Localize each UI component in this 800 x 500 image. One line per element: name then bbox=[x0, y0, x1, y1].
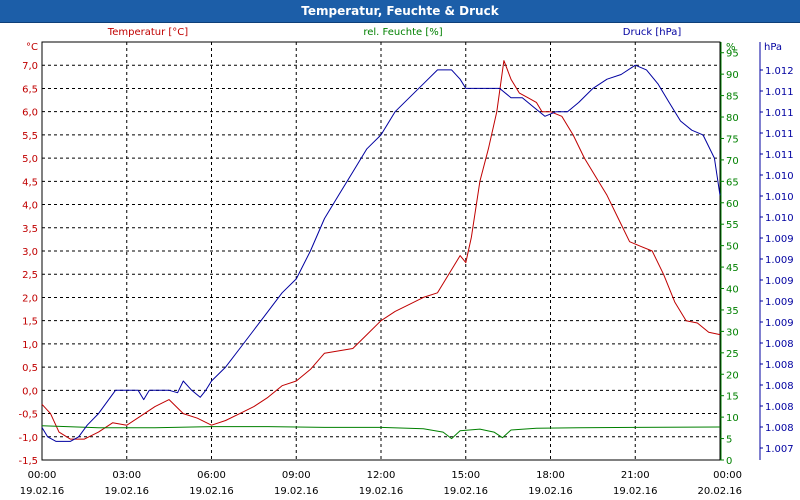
temperature-tick-label: 2,5 bbox=[22, 270, 38, 281]
x-tick-date: 19.02.16 bbox=[20, 486, 65, 497]
pressure-tick-label: 1.009 bbox=[765, 297, 794, 308]
temperature-tick-label: 0,0 bbox=[22, 386, 38, 397]
x-tick-date: 19.02.16 bbox=[359, 486, 404, 497]
humidity-tick-label: 35 bbox=[726, 306, 739, 317]
pressure-tick-label: 1.011 bbox=[765, 87, 794, 98]
humidity-tick-label: 5 bbox=[726, 435, 732, 446]
humidity-tick-label: 70 bbox=[726, 156, 739, 167]
temperature-unit-label: °C bbox=[26, 42, 38, 53]
pressure-tick-label: 1.007 bbox=[765, 444, 794, 455]
temperature-tick-label: 2,0 bbox=[22, 293, 38, 304]
x-tick-time: 15:00 bbox=[451, 470, 480, 481]
humidity-tick-label: 75 bbox=[726, 134, 739, 145]
pressure-tick-label: 1.009 bbox=[765, 234, 794, 245]
humidity-tick-label: 55 bbox=[726, 220, 739, 231]
x-tick-date: 19.02.16 bbox=[613, 486, 658, 497]
humidity-tick-label: 30 bbox=[726, 327, 739, 338]
pressure-tick-label: 1.009 bbox=[765, 318, 794, 329]
humidity-tick-label: 10 bbox=[726, 413, 739, 424]
humidity-tick-label: 45 bbox=[726, 263, 739, 274]
temperature-tick-label: 5,0 bbox=[22, 154, 38, 165]
humidity-tick-label: 20 bbox=[726, 370, 739, 381]
x-tick-time: 09:00 bbox=[282, 470, 311, 481]
pressure-tick-label: 1.009 bbox=[765, 276, 794, 287]
pressure-tick-label: 1.011 bbox=[765, 150, 794, 161]
pressure-tick-label: 1.008 bbox=[765, 402, 794, 413]
pressure-tick-label: 1.010 bbox=[765, 192, 794, 203]
temperature-tick-label: -0,5 bbox=[18, 410, 38, 421]
pressure-tick-label: 1.011 bbox=[765, 108, 794, 119]
pressure-tick-label: 1.008 bbox=[765, 339, 794, 350]
temperature-tick-label: 1,5 bbox=[22, 317, 38, 328]
pressure-unit-label: hPa bbox=[764, 42, 782, 53]
temperature-series-line bbox=[41, 60, 721, 440]
humidity-tick-label: 50 bbox=[726, 242, 739, 253]
axes: 00:00 19.02.16 03:00 19.02.16 06:00 19.02.16 0… bbox=[18, 27, 793, 497]
humidity-unit-label: % bbox=[726, 42, 736, 53]
temperature-tick-label: -1,5 bbox=[18, 456, 38, 467]
humidity-series-line bbox=[41, 425, 721, 440]
temperature-axis-title: Temperatur [°C] bbox=[107, 27, 188, 38]
x-tick-date: 19.02.16 bbox=[104, 486, 149, 497]
humidity-tick-label: 15 bbox=[726, 392, 739, 403]
temperature-tick-label: 6,5 bbox=[22, 84, 38, 95]
pressure-tick-label: 1.009 bbox=[765, 255, 794, 266]
humidity-tick-label: 25 bbox=[726, 349, 739, 360]
temperature-tick-label: -1,0 bbox=[18, 433, 38, 444]
x-tick-date: 19.02.16 bbox=[274, 486, 319, 497]
pressure-tick-label: 1.008 bbox=[765, 381, 794, 392]
temperature-tick-label: 0,5 bbox=[22, 363, 38, 374]
x-tick-time: 06:00 bbox=[197, 470, 226, 481]
pressure-tick-label: 1.008 bbox=[765, 360, 794, 371]
temperature-tick-label: 4,0 bbox=[22, 201, 38, 212]
humidity-axis-title: rel. Feuchte [%] bbox=[363, 27, 442, 38]
temperature-tick-label: 3,0 bbox=[22, 247, 38, 258]
series-lines bbox=[41, 60, 721, 442]
pressure-tick-label: 1.010 bbox=[765, 213, 794, 224]
x-tick-date: 19.02.16 bbox=[528, 486, 573, 497]
x-tick-date: 19.02.16 bbox=[443, 486, 488, 497]
temperature-tick-label: 6,0 bbox=[22, 108, 38, 119]
x-tick-time: 00:00 bbox=[28, 470, 57, 481]
humidity-tick-label: 85 bbox=[726, 92, 739, 103]
pressure-tick-label: 1.012 bbox=[765, 66, 794, 77]
humidity-tick-label: 95 bbox=[726, 49, 739, 60]
humidity-tick-label: 90 bbox=[726, 70, 739, 81]
humidity-tick-label: 0 bbox=[726, 456, 732, 467]
x-tick-time: 21:00 bbox=[621, 470, 650, 481]
pressure-tick-label: 1.010 bbox=[765, 171, 794, 182]
temperature-tick-label: 3,5 bbox=[22, 224, 38, 235]
humidity-tick-label: 65 bbox=[726, 177, 739, 188]
humidity-tick-label: 60 bbox=[726, 199, 739, 210]
pressure-tick-label: 1.011 bbox=[765, 129, 794, 140]
pressure-tick-label: 1.008 bbox=[765, 423, 794, 434]
x-tick-time: 03:00 bbox=[112, 470, 141, 481]
x-tick-time: 00:00 bbox=[713, 470, 742, 481]
x-tick-time: 12:00 bbox=[367, 470, 396, 481]
window-title: Temperatur, Feuchte & Druck bbox=[0, 0, 800, 23]
temperature-tick-label: 1,0 bbox=[22, 340, 38, 351]
temperature-tick-label: 4,5 bbox=[22, 177, 38, 188]
x-tick-date: 19.02.16 bbox=[189, 486, 234, 497]
temperature-tick-label: 5,5 bbox=[22, 131, 38, 142]
x-tick-time: 18:00 bbox=[536, 470, 565, 481]
temperature-tick-label: 7,0 bbox=[22, 61, 38, 72]
pressure-axis-title: Druck [hPa] bbox=[623, 27, 682, 38]
pressure-series-line bbox=[41, 64, 721, 442]
x-tick-date: 20.02.16 bbox=[697, 486, 742, 497]
humidity-tick-label: 80 bbox=[726, 113, 739, 124]
humidity-tick-label: 40 bbox=[726, 285, 739, 296]
